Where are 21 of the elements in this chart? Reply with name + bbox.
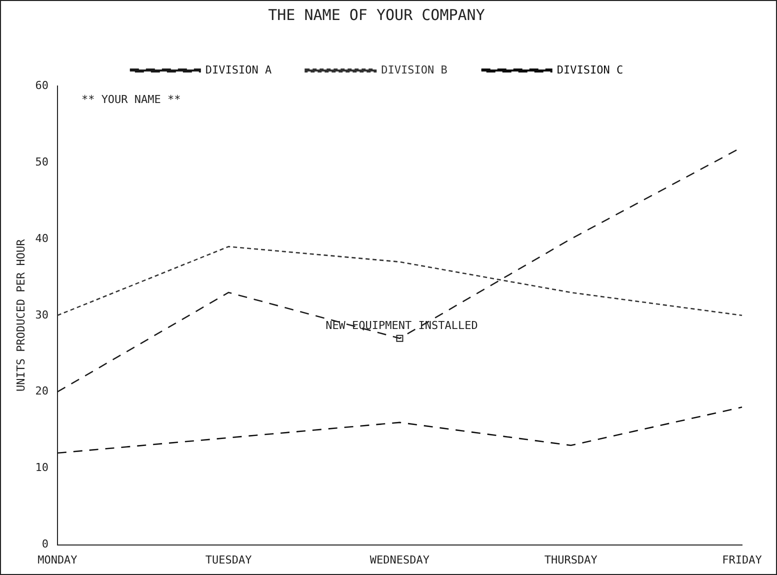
- y-tick-label: 50: [35, 155, 48, 168]
- annotation: ** YOUR NAME **: [81, 92, 181, 106]
- text: DIVISION C: [556, 63, 624, 76]
- y-tick-label: 0: [42, 538, 48, 551]
- x-tick-label: TUESDAY: [205, 553, 252, 566]
- y-tick-label: 40: [35, 232, 48, 245]
- y-tick-label: 10: [35, 461, 48, 474]
- text: DIVISION B: [381, 63, 448, 76]
- y-tick-label: 30: [35, 308, 48, 322]
- line-series: [56, 406, 743, 454]
- y-tick-label: 60: [35, 78, 48, 92]
- line-series: [56, 246, 743, 316]
- chart-title: THE NAME OF YOUR COMPANY: [268, 6, 485, 24]
- annotation: NEW EQUIPMENT INSTALLED: [326, 319, 478, 332]
- x-tick-label: FRIDAY: [722, 553, 762, 566]
- y-axis-title: UNITS PRODUCED PER HOUR: [14, 238, 28, 392]
- text: DIVISION A: [205, 63, 272, 76]
- x-tick-label: THURSDAY: [544, 553, 598, 566]
- x-tick-label: WEDNESDAY: [370, 553, 430, 566]
- y-tick-label: 20: [35, 384, 48, 398]
- x-tick-label: MONDAY: [38, 553, 78, 566]
